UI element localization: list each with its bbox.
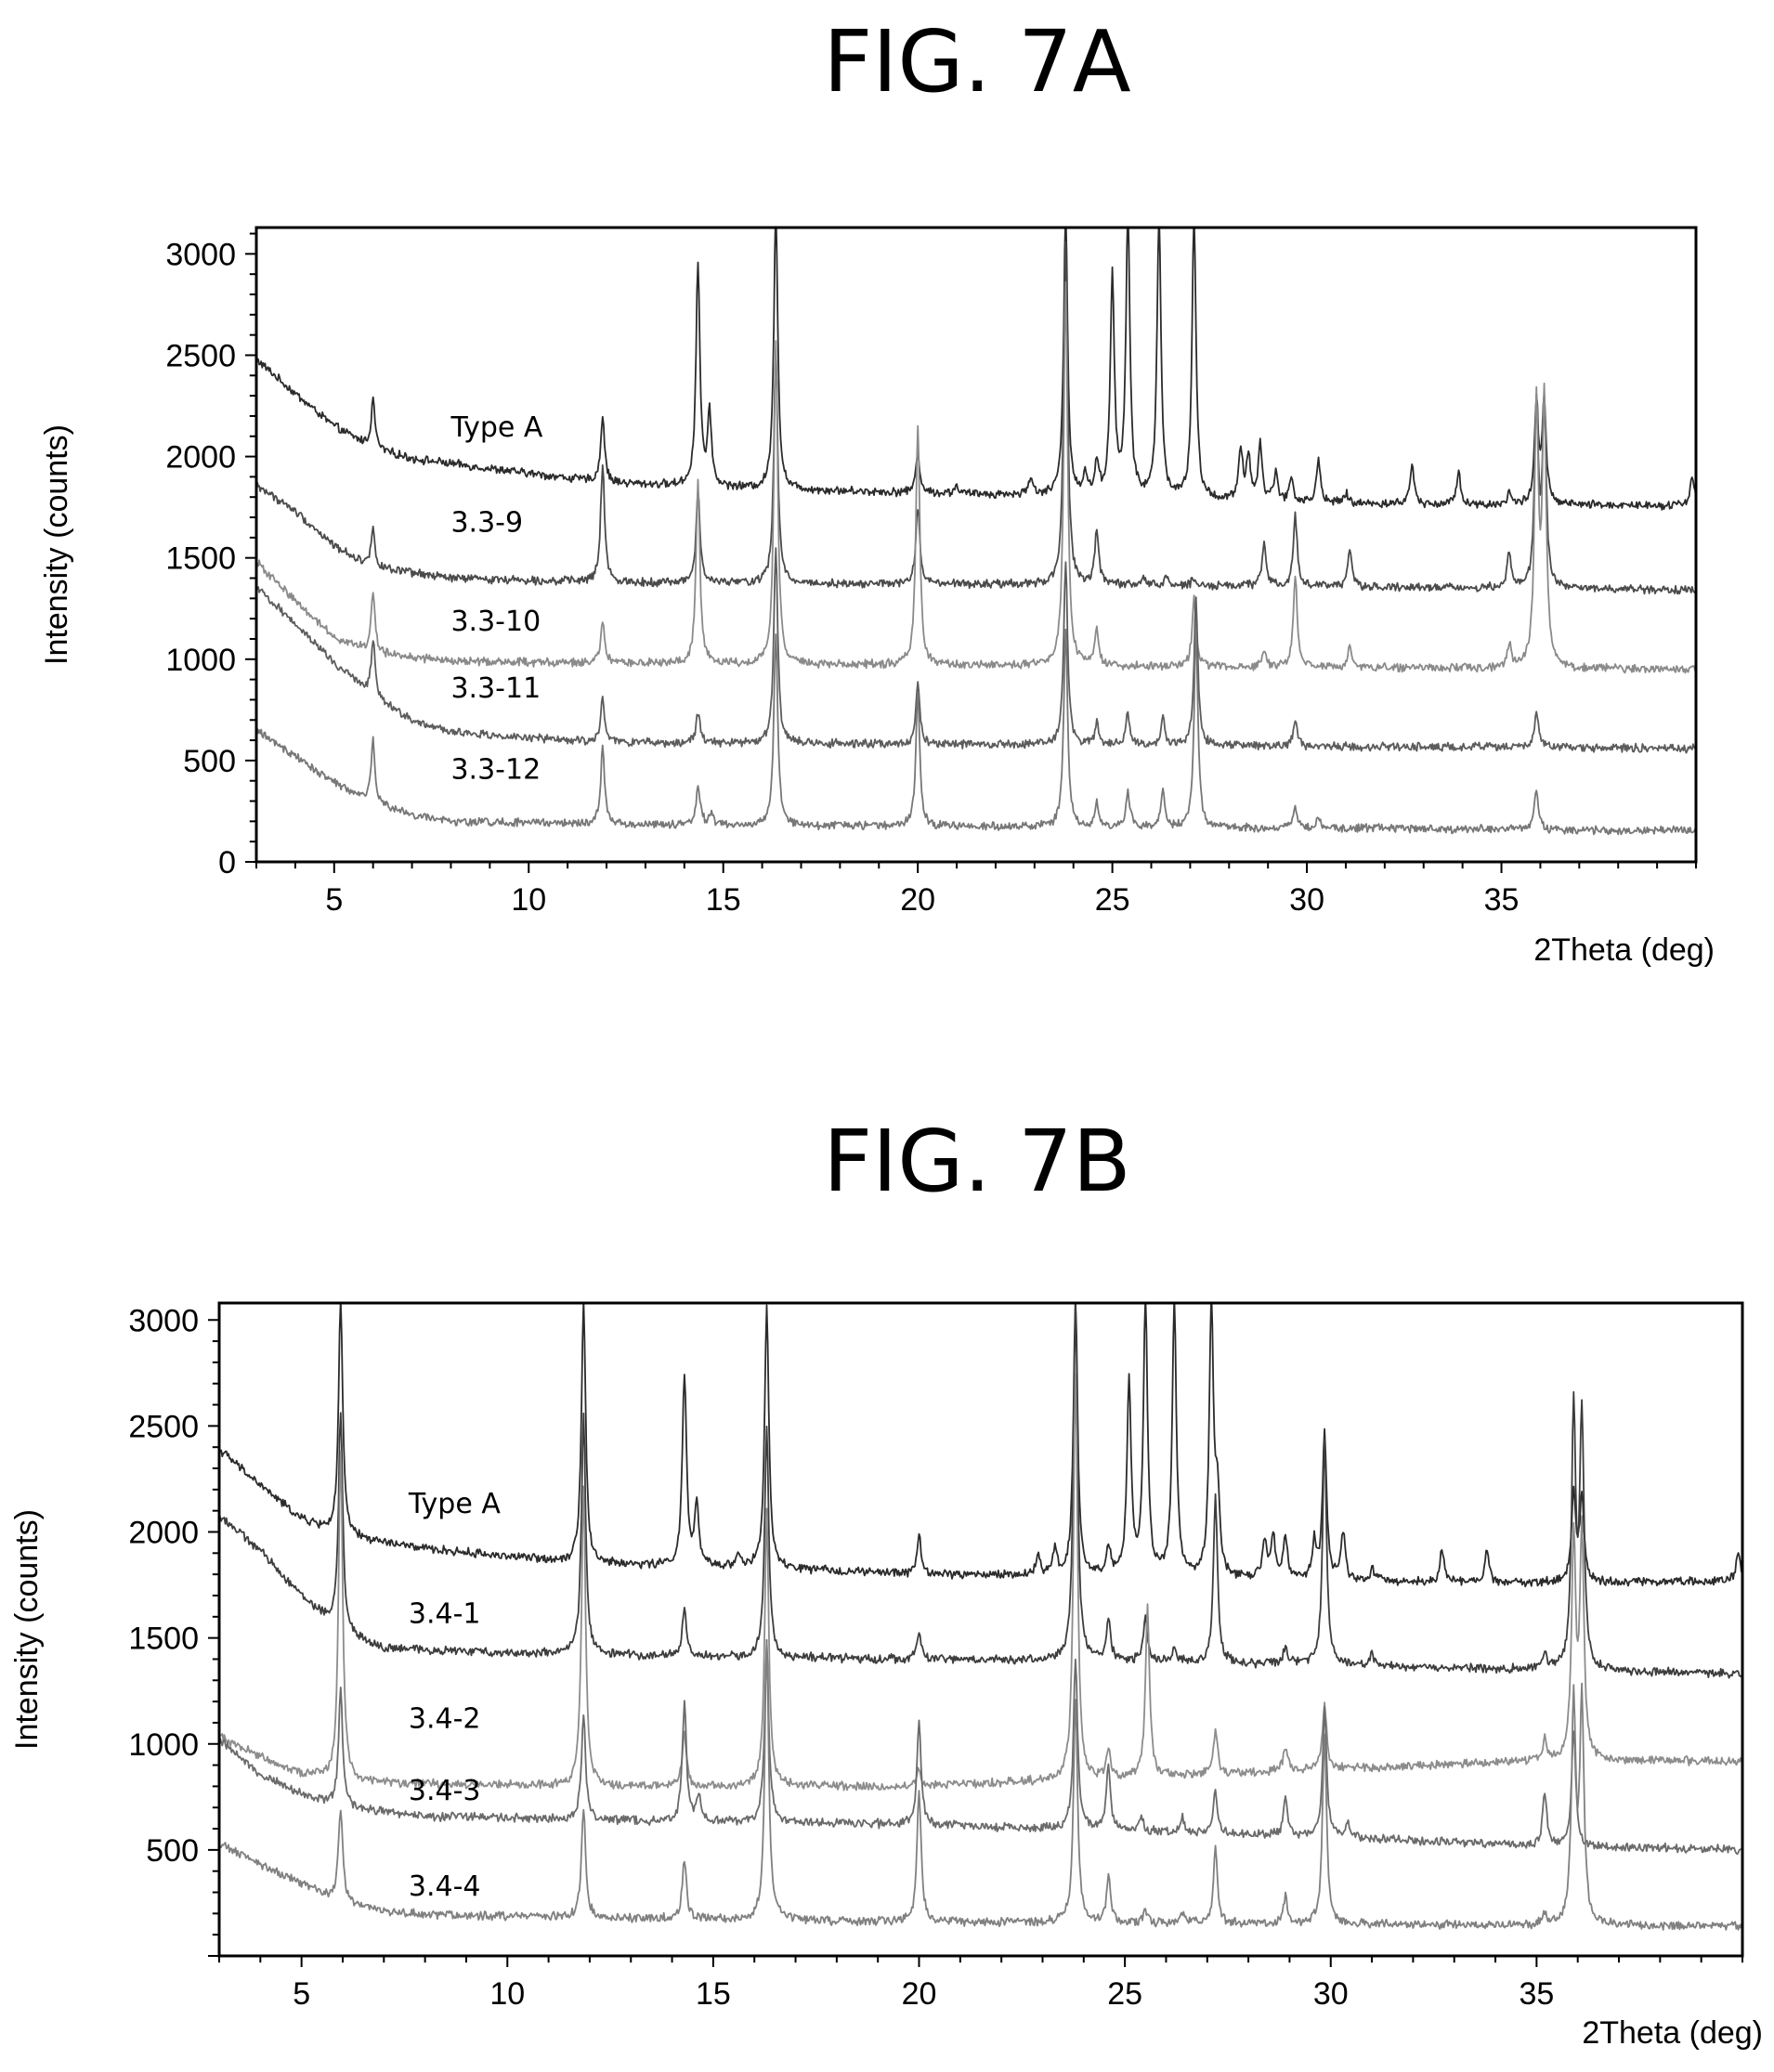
- y-tick-label: 1000: [165, 643, 236, 678]
- y-tick-label: 3000: [165, 237, 236, 272]
- figure-title: FIG. 7A: [823, 12, 1130, 111]
- y-tick-label: 1500: [128, 1622, 199, 1657]
- y-tick-label: 1000: [128, 1727, 199, 1763]
- trace-group: [219, 1303, 1742, 1931]
- series-label-3-3-11: 3.3-11: [450, 672, 541, 705]
- x-tick-label: 5: [293, 1976, 310, 2012]
- series-trace-3-4-1: [219, 1303, 1742, 1679]
- plot-frame: [217, 1301, 1744, 1958]
- x-tick-label: 15: [706, 882, 741, 918]
- x-tick-label: 10: [489, 1976, 525, 2012]
- series-trace-type-a: [256, 228, 1696, 511]
- series-label-3-4-4: 3.4-4: [409, 1870, 481, 1903]
- x-tick-label: 20: [902, 1976, 937, 2012]
- y-tick-label: 2500: [165, 338, 236, 373]
- y-tick-label: 500: [183, 744, 236, 779]
- series-label-3-4-3: 3.4-3: [409, 1775, 481, 1807]
- y-tick-label: 2500: [128, 1409, 199, 1444]
- series-label-3-3-12: 3.3-12: [450, 754, 541, 787]
- x-tick-label: 30: [1289, 882, 1324, 918]
- plot-frame: [254, 226, 1698, 864]
- series-trace-3-3-11: [256, 547, 1696, 754]
- y-tick-label: 0: [218, 845, 236, 880]
- series-label-3-3-9: 3.3-9: [450, 506, 523, 539]
- series-label-type-a: Type A: [408, 1488, 501, 1520]
- x-tick-label: 35: [1484, 882, 1520, 918]
- series-label-3-3-10: 3.3-10: [450, 606, 541, 638]
- series-label-type-a: Type A: [450, 411, 542, 444]
- x-axis-label: 2Theta (deg): [1582, 2015, 1763, 2051]
- series-trace-type-a: [219, 1303, 1742, 1588]
- figure-title: FIG. 7B: [823, 1112, 1130, 1211]
- x-tick-label: 25: [1095, 882, 1130, 918]
- chart-fig-7b: FIG. 7B Type A 3.4-1 3.4-2 3.4-3 3.4-4 5 10 15 20…: [9, 1112, 1763, 2051]
- x-tick-label: 30: [1313, 1976, 1349, 2012]
- y-axis-label: Intensity (counts): [39, 424, 74, 665]
- y-tick-label: 2000: [165, 440, 236, 476]
- x-tick-label: 25: [1107, 1976, 1142, 2012]
- series-label-3-4-2: 3.4-2: [409, 1703, 481, 1736]
- series-label-3-4-1: 3.4-1: [409, 1598, 481, 1631]
- x-axis-label: 2Theta (deg): [1533, 932, 1715, 968]
- y-axis-label: Intensity (counts): [9, 1509, 45, 1750]
- series-trace-3-4-4: [219, 1641, 1742, 1931]
- series-trace-3-3-9: [256, 241, 1696, 595]
- x-tick-label: 5: [325, 882, 343, 918]
- y-tick-label: 2000: [128, 1516, 199, 1551]
- series-trace-3-3-10: [256, 280, 1696, 674]
- x-tick-label: 20: [900, 882, 935, 918]
- y-tick-label: 500: [146, 1833, 199, 1869]
- y-tick-label: 1500: [165, 541, 236, 577]
- chart-fig-7a: FIG. 7A Type A 3.3-9 3.3-10 3.3-11 3.3-12 5 10 1…: [39, 12, 1715, 968]
- series-trace-3-4-2: [219, 1373, 1742, 1792]
- y-tick-label: 3000: [128, 1303, 199, 1338]
- x-tick-label: 15: [696, 1976, 731, 2012]
- series-trace-3-4-3: [219, 1638, 1742, 1856]
- x-tick-label: 10: [511, 882, 546, 918]
- x-tick-label: 35: [1519, 1976, 1554, 2012]
- series-trace-3-3-12: [256, 628, 1696, 836]
- trace-group: [256, 228, 1696, 836]
